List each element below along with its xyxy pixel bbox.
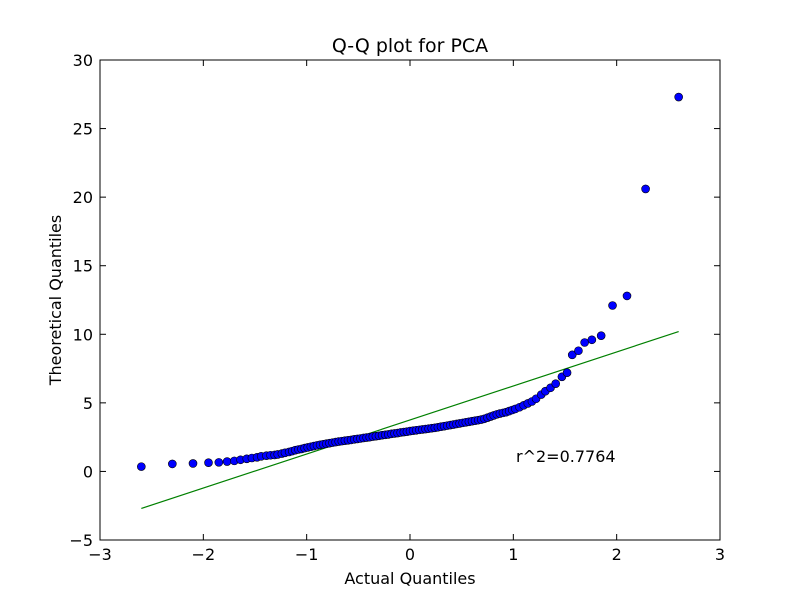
x-tick-label: 0 (405, 545, 415, 564)
data-point (608, 301, 617, 310)
y-axis-label: Theoretical Quantiles (46, 215, 65, 387)
axis-ticks: −3 −2 −1 0 1 2 3 −5 0 5 10 15 20 25 30 (69, 51, 725, 564)
x-tick-label: 2 (612, 545, 622, 564)
y-tick-label: 0 (83, 462, 93, 481)
y-tick-label: 30 (73, 51, 93, 70)
y-tick-label: 5 (83, 394, 93, 413)
data-point (204, 458, 213, 467)
plot-area (137, 92, 683, 510)
r-squared-annotation: r^2=0.7764 (516, 447, 616, 466)
data-point (587, 335, 597, 345)
x-tick-label: −1 (295, 545, 319, 564)
data-point (574, 346, 583, 356)
data-point (580, 338, 589, 347)
data-point (567, 350, 577, 360)
data-point (641, 184, 650, 194)
data-point (596, 331, 606, 340)
data-point (137, 462, 146, 471)
y-tick-label: 20 (73, 188, 93, 207)
data-point (551, 379, 561, 388)
y-tick-label: −5 (69, 531, 93, 550)
data-point (622, 291, 632, 301)
data-point (214, 458, 224, 467)
x-tick-label: −3 (88, 545, 112, 564)
y-tick-label: 10 (73, 325, 93, 344)
data-point (188, 459, 198, 468)
chart-title: Q-Q plot for PCA (332, 35, 488, 57)
x-axis-label: Actual Quantiles (344, 569, 475, 588)
y-tick-label: 25 (73, 120, 93, 139)
data-point (562, 368, 572, 377)
data-point (674, 92, 683, 102)
data-point (222, 457, 232, 466)
x-tick-label: 3 (715, 545, 725, 564)
y-tick-label: 15 (73, 257, 93, 276)
data-point (168, 459, 177, 469)
x-tick-label: 1 (508, 545, 518, 564)
fit-line (141, 330, 679, 510)
x-tick-label: −2 (192, 545, 216, 564)
